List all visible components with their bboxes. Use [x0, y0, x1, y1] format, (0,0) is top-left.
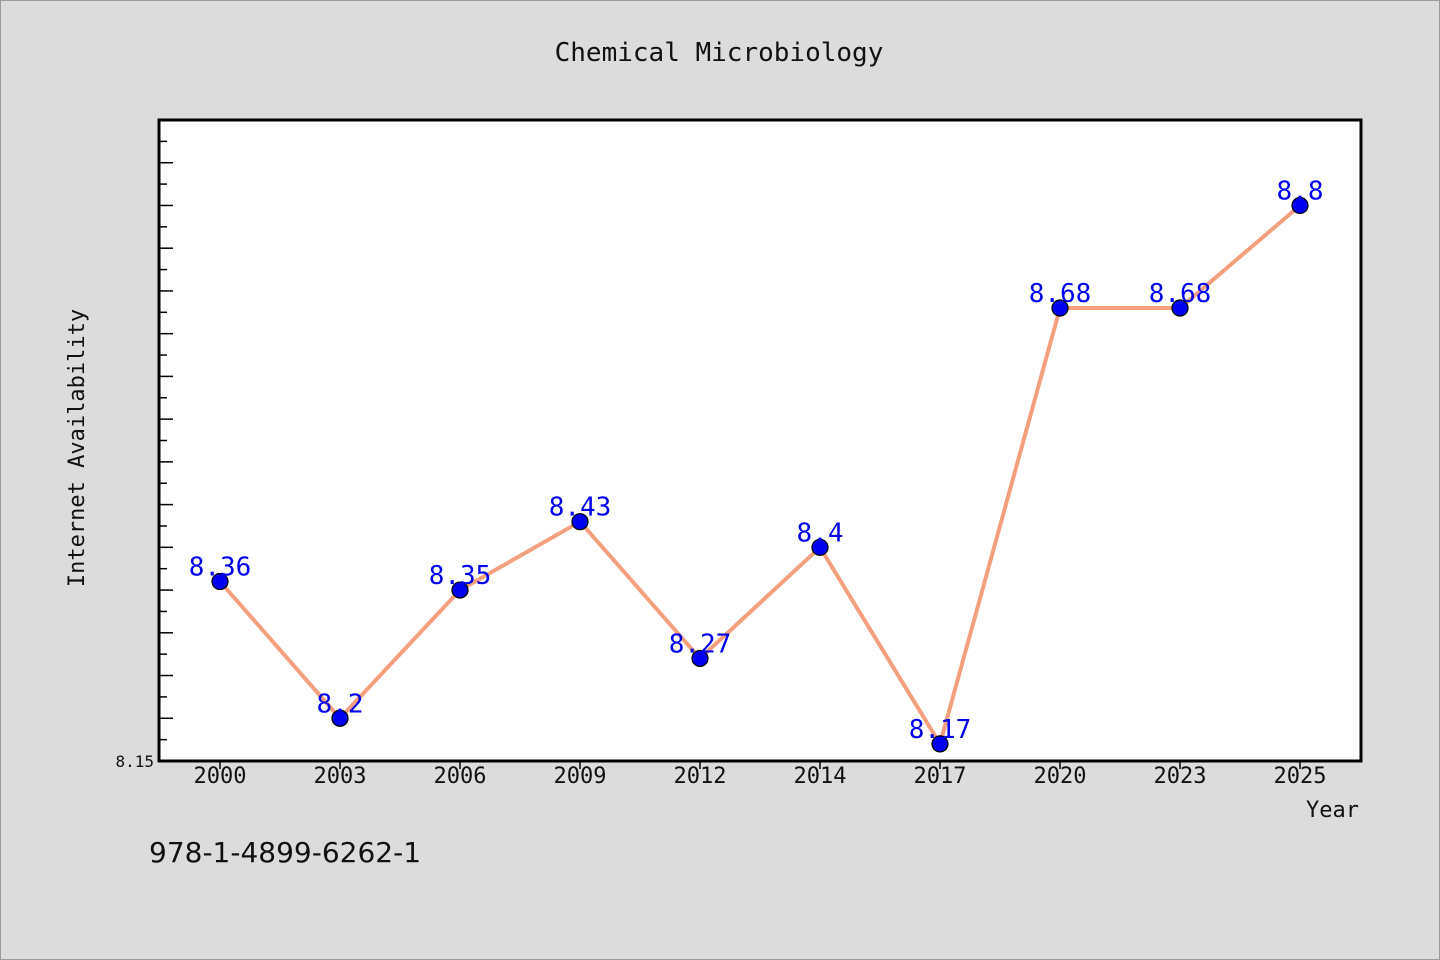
data-label: 8.68 [1149, 279, 1212, 309]
chart-title: Chemical Microbiology [555, 38, 884, 68]
x-tick-label: 2012 [674, 764, 727, 789]
data-labels-group: 8.36 8.2 8.35 8.43 8.27 8.4 8.17 8.68 8.68 8.8 [189, 176, 1324, 744]
data-point [931, 735, 949, 753]
y-tick-label: 8.15 [115, 752, 154, 771]
data-point [1171, 299, 1189, 317]
x-axis-tick-labels: 2000 2003 2006 2009 2012 2014 2017 2020 2023 2025 [194, 764, 1327, 789]
plot-area [157, 118, 1363, 763]
data-label: 8.17 [909, 715, 972, 745]
x-tick-label: 2003 [314, 764, 367, 789]
data-point [1291, 196, 1309, 215]
data-label: 8.8 [1277, 176, 1324, 206]
x-axis-ticks [219, 761, 1301, 769]
x-tick-label: 2006 [434, 764, 487, 789]
x-tick-label: 2025 [1274, 764, 1327, 789]
x-tick-label: 2017 [914, 764, 967, 789]
data-label: 8.43 [549, 493, 612, 523]
data-label: 8.35 [429, 561, 492, 591]
x-tick-label: 2023 [1154, 764, 1207, 789]
data-label: 8.36 [189, 553, 252, 583]
data-point [211, 572, 229, 591]
data-point [691, 649, 709, 668]
series-markers-group [211, 196, 1309, 753]
x-axis-label: Year [1306, 798, 1359, 823]
footer-code: 978-1-4899-6262-1 [149, 836, 421, 869]
data-label: 8.27 [669, 629, 732, 659]
x-tick-label: 2000 [194, 764, 247, 789]
series-line-group [218, 203, 1302, 746]
x-tick-label: 2014 [794, 764, 847, 789]
data-label: 8.2 [317, 689, 364, 719]
series-line [218, 203, 1302, 746]
data-point [451, 581, 469, 599]
y-axis-label: Internet Availability [65, 309, 90, 587]
x-tick-label: 2020 [1034, 764, 1087, 789]
data-point [331, 709, 349, 727]
x-tick-label: 2009 [554, 764, 607, 789]
data-point [811, 538, 829, 556]
data-label: 8.68 [1029, 279, 1092, 309]
data-point [1051, 299, 1069, 317]
y-axis-ticks [159, 119, 173, 762]
data-point [571, 513, 589, 531]
data-label: 8.4 [797, 518, 844, 548]
